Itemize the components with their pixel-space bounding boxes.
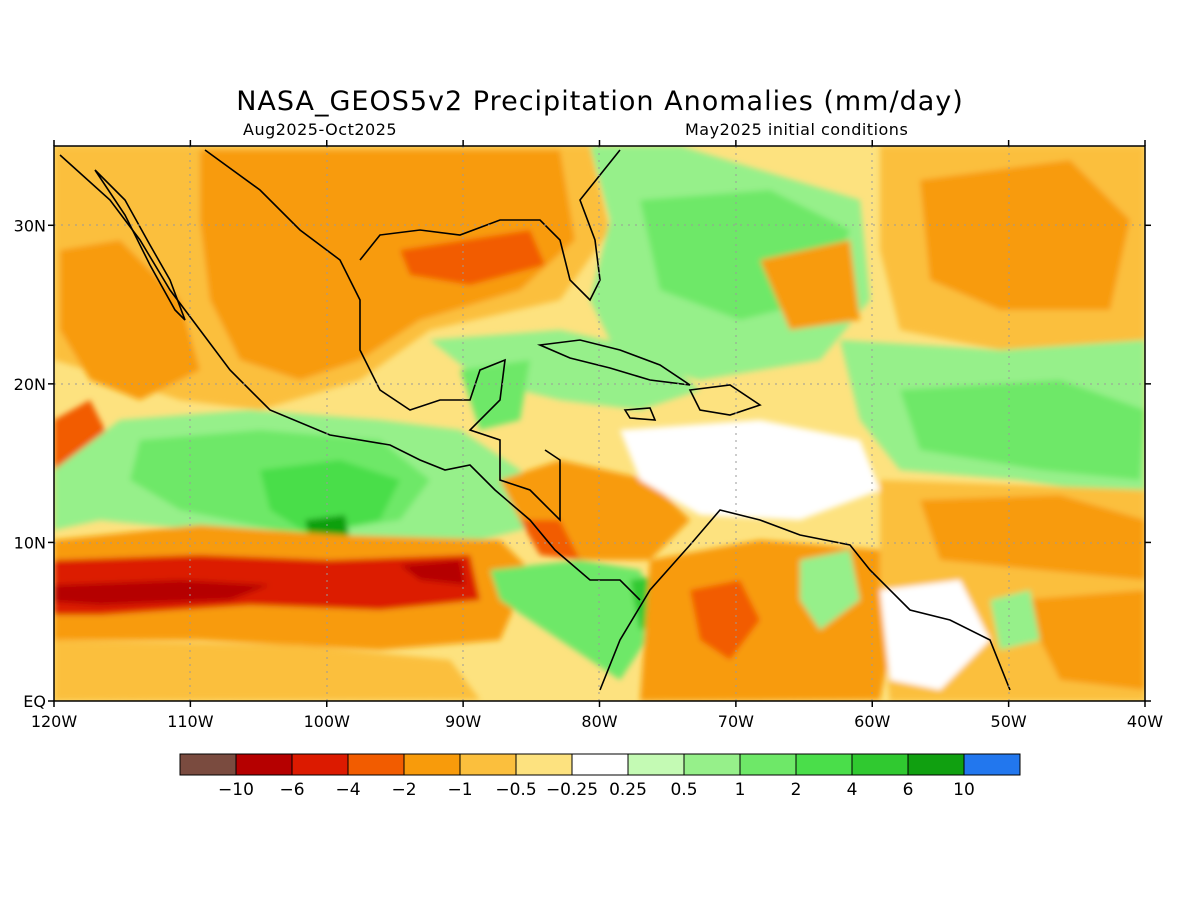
field-panama-green (490, 560, 660, 680)
field-sam-orange (640, 540, 900, 701)
coast-jamaica (623, 407, 657, 421)
initial-conditions: May2025 initial conditions (685, 120, 909, 139)
x-tick-label: 70W (718, 712, 754, 731)
colorbar-label: −6 (279, 780, 304, 800)
colorbar-swatch (571, 753, 629, 776)
x-tick-label: 110W (167, 712, 214, 731)
field-cuba-green (430, 330, 700, 410)
field-statl-orange3 (760, 240, 860, 330)
colorbar-label: 4 (847, 780, 858, 800)
x-tick-label: 100W (304, 712, 351, 731)
coastlines (59, 149, 1011, 691)
colorbar-swatch (683, 753, 741, 776)
x-tick-label: 40W (1127, 712, 1163, 731)
y-tick-label: 30N (14, 216, 46, 235)
colorbar-label: 0.25 (609, 780, 647, 800)
colorbar-swatch (963, 753, 1021, 776)
field-caribbean-white (620, 420, 880, 520)
colorbar-label: −10 (218, 780, 254, 800)
x-tick-label: 50W (991, 712, 1027, 731)
x-tick-label: 90W (445, 712, 481, 731)
colorbar-swatch (739, 753, 797, 776)
colorbar-swatch (179, 753, 237, 776)
y-tick-label: 10N (14, 533, 46, 552)
x-tick-label: 60W (854, 712, 890, 731)
field-tatl-green (990, 590, 1040, 650)
colorbar: −10 −6 −4 −2 −1 −0.5 −0.25 0.25 0.5 1 2 4 6 10 (179, 753, 1021, 800)
y-tick-label: 20N (14, 375, 46, 394)
colorbar-label: −0.25 (546, 780, 598, 800)
x-tick-label: 120W (31, 712, 78, 731)
coast-pacific-mexico (59, 154, 641, 601)
coast-south-america (599, 509, 1011, 691)
colorbar-swatch (459, 753, 517, 776)
colorbar-swatch (347, 753, 405, 776)
coast-us-gulf (359, 149, 621, 302)
axis-ticks: 120W 110W 100W 90W 80W 70W 60W 50W 40W EQ 10N 20N 30… (14, 140, 1163, 731)
coast-baja (94, 169, 186, 321)
colorbar-label: −1 (447, 780, 472, 800)
field-itcz-dark2 (400, 560, 465, 585)
colorbar-label: −4 (335, 780, 360, 800)
graticule (54, 146, 1145, 701)
field-gulf-red (400, 230, 545, 285)
field-catl-green2 (900, 380, 1145, 480)
colorbar-swatch (235, 753, 293, 776)
field-tatl-orange3 (1020, 590, 1145, 690)
colorbar-label: −0.5 (495, 780, 536, 800)
colorbar-label: 1 (735, 780, 746, 800)
map-title: NASA_GEOS5v2 Precipitation Anomalies (mm… (236, 86, 964, 117)
colorbar-swatch (851, 753, 909, 776)
colorbar-label: 6 (903, 780, 914, 800)
coast-gulf (204, 149, 561, 522)
colorbar-swatch (627, 753, 685, 776)
colorbar-swatch (403, 753, 461, 776)
field-centam-red (520, 520, 580, 560)
colorbar-swatch (291, 753, 349, 776)
colorbar-label: 0.5 (670, 780, 697, 800)
field-itcz-south (54, 640, 480, 701)
y-tick-label: EQ (23, 692, 46, 711)
field-statl-orange2 (920, 160, 1130, 310)
anomaly-field (54, 146, 1145, 701)
colorbar-label: 10 (953, 780, 975, 800)
field-itcz-dark (54, 580, 270, 605)
colorbar-label: −2 (391, 780, 416, 800)
coast-hispaniola (688, 384, 762, 416)
field-sam-red (690, 580, 760, 660)
colorbar-swatch (515, 753, 573, 776)
colorbar-swatch (907, 753, 965, 776)
forecast-period: Aug2025-Oct2025 (243, 120, 398, 139)
colorbar-label: 2 (791, 780, 802, 800)
field-baja (60, 240, 200, 400)
x-tick-label: 80W (581, 712, 617, 731)
colorbar-swatch (795, 753, 853, 776)
field-sam-green (800, 550, 860, 630)
coast-cuba (536, 339, 691, 386)
field-mexico-core (200, 150, 575, 380)
field-tatl-orange2 (920, 495, 1145, 580)
field-epac-green3 (260, 460, 400, 535)
